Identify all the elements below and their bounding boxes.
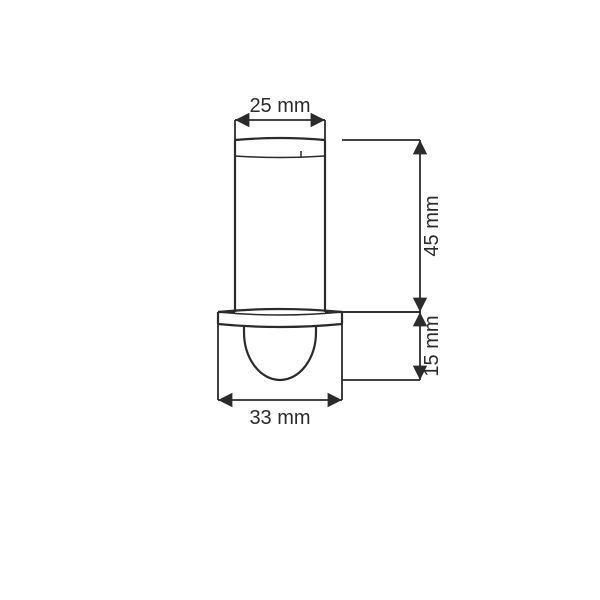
part-outline <box>218 138 342 380</box>
dimension-drawing: 25 mm 33 mm 45 mm 15 mm <box>0 0 600 600</box>
dim-upper-height-label: 45 mm <box>421 195 443 256</box>
dim-lower-height-label: 15 mm <box>421 315 443 376</box>
dim-top-width-label: 25 mm <box>249 95 310 117</box>
dim-bottom-width-label: 33 mm <box>249 407 310 429</box>
dimension-lines <box>218 120 420 400</box>
